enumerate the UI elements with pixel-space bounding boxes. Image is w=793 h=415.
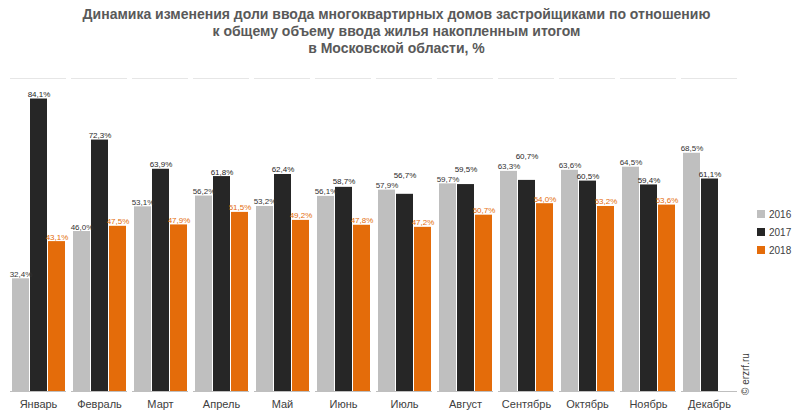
svg-text:50,7%: 50,7%: [473, 206, 496, 215]
svg-text:61,8%: 61,8%: [211, 168, 234, 177]
svg-text:56,7%: 56,7%: [394, 171, 417, 180]
svg-text:Октябрь: Октябрь: [566, 398, 609, 410]
svg-text:Ноябрь: Ноябрь: [629, 398, 667, 410]
html-text:2016: 2016: [769, 208, 792, 220]
svg-text:56,2%: 56,2%: [193, 187, 216, 196]
svg-text:Февраль: Февраль: [77, 398, 122, 410]
svg-text:Март: Март: [147, 398, 173, 410]
svg-text:49,2%: 49,2%: [290, 211, 313, 220]
svg-text:53,2%: 53,2%: [254, 197, 277, 206]
html-text:Динамика изменения доли ввода: Динамика изменения доли ввода многокварт…: [82, 6, 711, 56]
svg-text:72,3%: 72,3%: [89, 131, 112, 140]
svg-text:Январь: Январь: [20, 398, 58, 410]
svg-text:59,7%: 59,7%: [437, 175, 460, 184]
html-text:© erzrf.ru: © erzrf.ru: [740, 353, 751, 395]
svg-text:56,1%: 56,1%: [315, 187, 338, 196]
svg-text:Июнь: Июнь: [330, 398, 358, 410]
svg-text:53,6%: 53,6%: [656, 196, 679, 205]
svg-text:54,0%: 54,0%: [534, 195, 557, 204]
svg-text:53,1%: 53,1%: [132, 198, 155, 207]
svg-text:59,5%: 59,5%: [455, 165, 478, 174]
svg-text:Май: Май: [272, 398, 294, 410]
svg-text:53,2%: 53,2%: [595, 197, 618, 206]
svg-text:63,6%: 63,6%: [559, 161, 582, 170]
svg-text:47,2%: 47,2%: [412, 218, 435, 227]
svg-text:59,4%: 59,4%: [638, 176, 661, 185]
svg-text:63,3%: 63,3%: [498, 162, 521, 171]
svg-text:32,4%: 32,4%: [10, 270, 33, 279]
svg-text:47,9%: 47,9%: [168, 216, 191, 225]
svg-text:46,0%: 46,0%: [71, 223, 94, 232]
svg-text:57,9%: 57,9%: [376, 181, 399, 190]
svg-text:Июль: Июль: [390, 398, 418, 410]
svg-text:62,4%: 62,4%: [272, 165, 295, 174]
svg-text:47,5%: 47,5%: [107, 217, 130, 226]
svg-text:61,1%: 61,1%: [699, 170, 722, 179]
svg-text:60,7%: 60,7%: [516, 152, 539, 161]
svg-text:Апрель: Апрель: [203, 398, 241, 410]
svg-text:64,5%: 64,5%: [620, 158, 643, 167]
svg-text:Август: Август: [449, 398, 482, 410]
svg-text:Декабрь: Декабрь: [688, 398, 731, 410]
svg-text:Сентябрь: Сентябрь: [502, 398, 552, 410]
svg-text:58,7%: 58,7%: [333, 177, 356, 186]
svg-text:60,5%: 60,5%: [577, 172, 600, 181]
svg-text:43,1%: 43,1%: [46, 233, 69, 242]
html-text:2018: 2018: [769, 244, 792, 256]
html-text:2017: 2017: [769, 226, 792, 238]
svg-text:68,5%: 68,5%: [681, 144, 704, 153]
svg-text:63,9%: 63,9%: [150, 160, 173, 169]
svg-text:47,8%: 47,8%: [351, 216, 374, 225]
svg-text:84,1%: 84,1%: [28, 90, 51, 99]
svg-text:51,5%: 51,5%: [229, 203, 252, 212]
